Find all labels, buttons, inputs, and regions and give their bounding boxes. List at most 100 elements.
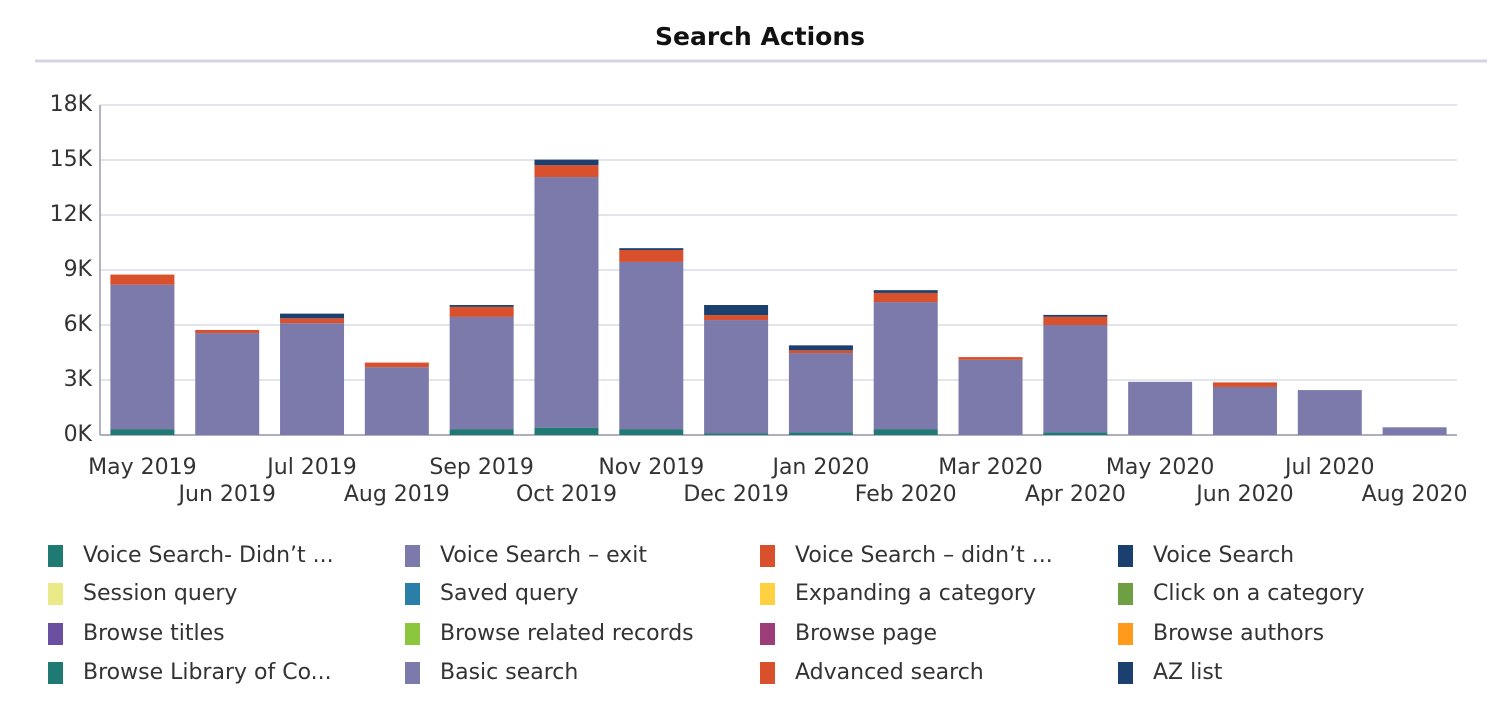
legend-swatch <box>1118 662 1133 684</box>
x-tick-label: Apr 2020 <box>1025 482 1126 507</box>
bar-segment <box>1297 390 1362 435</box>
bar-segment <box>280 323 345 435</box>
bar-segment <box>619 248 684 251</box>
legend-swatch <box>760 583 775 605</box>
y-tick-label: 0K <box>64 422 93 447</box>
bar-segment <box>534 177 599 428</box>
bar-segment <box>788 345 853 351</box>
bar-segment <box>195 333 260 435</box>
x-tick-label: Jul 2020 <box>1283 455 1375 480</box>
bar-segment <box>280 318 345 324</box>
bar-segment <box>704 320 769 434</box>
bar-segment <box>449 305 514 307</box>
legend-label: Voice Search – exit <box>440 543 647 568</box>
x-tick-label: May 2020 <box>1106 455 1214 480</box>
bar-segment <box>873 292 938 303</box>
y-tick-label: 15K <box>50 147 93 172</box>
x-tick-label: Jun 2019 <box>177 482 276 507</box>
legend-label: Voice Search – didn’t ... <box>795 543 1053 568</box>
legend-swatch <box>405 623 420 645</box>
legend-swatch <box>1118 583 1133 605</box>
bar-segment <box>1043 316 1108 325</box>
bar-segment <box>873 302 938 430</box>
legend-label: Voice Search- Didn’t ... <box>83 543 334 568</box>
bar-segment <box>1212 382 1277 387</box>
legend-swatch <box>405 545 420 567</box>
bar-segment <box>1043 432 1108 435</box>
x-tick-label: Aug 2019 <box>344 482 450 507</box>
y-tick-label: 6K <box>64 312 93 337</box>
bar-segment <box>110 284 175 430</box>
legend-label: Advanced search <box>795 660 984 685</box>
bar-segment <box>449 316 514 430</box>
bar-segment <box>534 427 599 435</box>
x-tick-label: Jan 2020 <box>770 455 869 480</box>
x-tick-label: May 2019 <box>88 455 196 480</box>
legend-label: Click on a category <box>1153 581 1365 606</box>
bar-segment <box>534 165 599 178</box>
x-tick-label: Feb 2020 <box>855 482 957 507</box>
legend-label: Browse Library of Co... <box>83 660 332 685</box>
legend-swatch <box>48 545 63 567</box>
legend-label: AZ list <box>1153 660 1223 685</box>
bar-segment <box>1382 427 1447 435</box>
bar-segment <box>704 433 769 435</box>
y-tick-label: 9K <box>64 257 93 282</box>
bar-segment <box>619 429 684 435</box>
bar-segment <box>873 429 938 435</box>
bar-segment <box>364 367 429 435</box>
bar-segment <box>788 353 853 433</box>
chart-title: Search Actions <box>655 22 865 51</box>
bar-segment <box>1043 325 1108 433</box>
x-tick-label: Dec 2019 <box>683 482 789 507</box>
legend-label: Browse authors <box>1153 621 1324 646</box>
legend-label: Basic search <box>440 660 578 685</box>
legend-swatch <box>48 583 63 605</box>
legend-swatch <box>48 662 63 684</box>
x-tick-label: Jun 2020 <box>1194 482 1293 507</box>
bar-segment <box>534 159 599 166</box>
legend-swatch <box>405 662 420 684</box>
bar-segment <box>195 329 260 334</box>
legend-swatch <box>405 583 420 605</box>
legend-label: Session query <box>83 581 237 606</box>
legend-label: Browse related records <box>440 621 694 646</box>
legend-swatch <box>1118 623 1133 645</box>
legend-label: Voice Search <box>1153 543 1294 568</box>
legend-swatch <box>1118 545 1133 567</box>
legend-swatch <box>48 623 63 645</box>
bar-segment <box>449 306 514 317</box>
bar-segment <box>873 290 938 293</box>
bar-segment <box>449 429 514 435</box>
legend-swatch <box>760 545 775 567</box>
y-tick-label: 12K <box>50 202 93 227</box>
bar-segment <box>958 359 1023 435</box>
x-tick-label: Oct 2019 <box>516 482 617 507</box>
bar-segment <box>110 274 175 285</box>
bar-segment <box>1043 314 1108 317</box>
bar-segment <box>364 362 429 368</box>
bar-segment <box>704 305 769 316</box>
bar-segment <box>619 250 684 262</box>
bar-segment <box>704 315 769 321</box>
legend-swatch <box>760 623 775 645</box>
x-tick-label: Jul 2019 <box>265 455 357 480</box>
legend-swatch <box>760 662 775 684</box>
legend-label: Browse titles <box>83 621 225 646</box>
bar-segment <box>1212 386 1277 435</box>
x-tick-label: Mar 2020 <box>938 455 1043 480</box>
bar-segment <box>1128 381 1193 435</box>
bar-segment <box>788 350 853 354</box>
bar-segment <box>280 313 345 319</box>
y-tick-label: 18K <box>50 92 93 117</box>
bar-segment <box>958 357 1023 360</box>
x-tick-label: Aug 2020 <box>1362 482 1468 507</box>
bar-segment <box>110 429 175 435</box>
x-tick-label: Nov 2019 <box>598 455 704 480</box>
legend-label: Expanding a category <box>795 581 1036 606</box>
bar-segment <box>619 261 684 430</box>
x-tick-label: Sep 2019 <box>429 455 533 480</box>
legend-label: Browse page <box>795 621 937 646</box>
legend-label: Saved query <box>440 581 578 606</box>
